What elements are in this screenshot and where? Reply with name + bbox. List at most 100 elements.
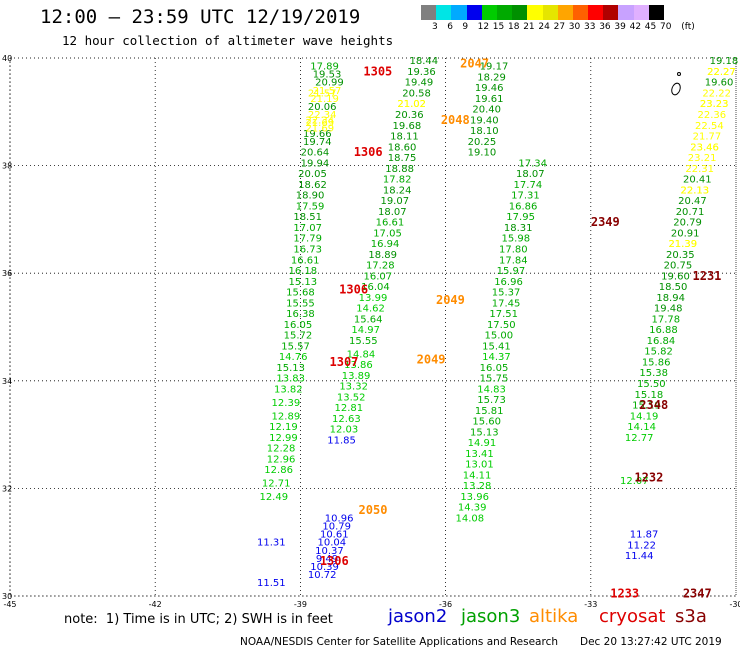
- swh-value-jason3: 19.61: [475, 94, 504, 105]
- swh-value-jason3: 23.46: [690, 142, 719, 153]
- swh-value-altika: 22.13: [681, 185, 710, 196]
- swh-value-jason3: 18.29: [477, 72, 506, 83]
- y-tick-label: 34: [2, 377, 12, 386]
- color-legend-swatch: [481, 5, 497, 20]
- swh-value-jason3: 15.73: [477, 395, 506, 406]
- swh-value-jason3: 15.57: [281, 341, 310, 352]
- x-tick-label: -42: [149, 600, 162, 609]
- x-tick-label: -45: [3, 600, 16, 609]
- swh-value-altika: 22.27: [707, 67, 736, 78]
- swh-value-jason2: 10.39: [310, 562, 339, 573]
- swh-value-jason3: 15.64: [354, 314, 383, 325]
- swh-value-jason3: 17.28: [366, 261, 395, 272]
- swh-value-jason3: 20.36: [395, 110, 424, 121]
- swh-value-jason3: 16.73: [293, 244, 322, 255]
- swh-value-jason3: 20.41: [683, 175, 712, 186]
- swh-value-jason3: 19.48: [654, 304, 683, 315]
- swh-value-altika: 22.34: [305, 115, 334, 126]
- swh-value-jason3: 17.89: [310, 62, 339, 73]
- y-tick-label: 38: [2, 162, 12, 171]
- x-tick-label: -36: [439, 600, 452, 609]
- legend-s3a: s3a: [675, 606, 707, 627]
- swh-value-altika: 21.69: [305, 123, 334, 134]
- swh-value-jason3: 12.71: [262, 479, 291, 490]
- swh-value-jason3: 15.98: [501, 234, 530, 245]
- swh-value-jason3: 15.60: [472, 417, 501, 428]
- chart-title: 12:00 – 23:59 UTC 12/19/2019: [40, 6, 361, 28]
- swh-value-jason3: 19.40: [470, 115, 499, 126]
- pass-number-label: 1231: [693, 269, 722, 283]
- swh-value-jason3: 15.68: [286, 288, 315, 299]
- swh-value-jason3: 17.59: [296, 201, 325, 212]
- swh-value-jason3: 15.00: [485, 331, 514, 342]
- swh-value-jason3: 20.91: [671, 228, 700, 239]
- swh-value-jason3: 19.60: [661, 271, 690, 282]
- swh-value-jason3: 15.86: [642, 357, 671, 368]
- swh-value-jason3: 16.94: [371, 239, 400, 250]
- swh-value-jason2: 9.49: [316, 554, 338, 565]
- swh-value-jason3: 11.85: [327, 435, 356, 446]
- swh-value-jason3: 21.19: [310, 94, 339, 105]
- swh-value-jason3: 15.75: [480, 374, 509, 385]
- color-legend-label: 36: [599, 22, 611, 32]
- color-legend-label: 21: [523, 22, 535, 32]
- swh-value-jason2: 11.87: [630, 530, 659, 541]
- swh-value-jason3: 20.25: [468, 137, 497, 148]
- swh-value-jason3: 15.82: [644, 347, 673, 358]
- pass-number-label: 1306: [354, 145, 383, 159]
- y-tick-label: 36: [2, 269, 12, 278]
- color-legend-swatch: [421, 5, 437, 20]
- swh-value-jason3: 16.61: [291, 255, 320, 266]
- swh-value-jason3: 14.08: [455, 513, 484, 524]
- swh-value-altika: 23.23: [700, 99, 729, 110]
- pass-number-label: 2047: [460, 56, 489, 70]
- swh-value-jason3: 14.39: [458, 503, 487, 514]
- swh-value-jason3: 17.50: [487, 320, 516, 331]
- swh-value-altika: 23.46: [690, 142, 719, 153]
- swh-value-jason3: 13.89: [342, 371, 371, 382]
- swh-value-jason3: 15.18: [635, 390, 664, 401]
- swh-value-jason3: 12.96: [267, 454, 296, 465]
- color-legend-swatch: [588, 5, 604, 20]
- swh-value-jason3: 12.77: [625, 433, 654, 444]
- swh-value-jason2: 11.44: [625, 551, 654, 562]
- swh-value-jason3: 19.49: [405, 78, 434, 89]
- swh-value-jason3: 13.52: [337, 392, 366, 403]
- swh-value-jason3: 19.60: [705, 78, 734, 89]
- color-legend-swatch: [436, 5, 452, 20]
- swh-value-jason3: 20.64: [301, 148, 330, 159]
- swh-value-jason3: 13.99: [359, 293, 388, 304]
- swh-value-jason3: 18.11: [390, 132, 419, 143]
- color-legend-swatch: [572, 5, 589, 20]
- swh-value-jason3: 14.84: [347, 349, 376, 360]
- grid: [9, 57, 737, 597]
- swh-value-jason3: 20.79: [673, 218, 702, 229]
- swh-value-jason2: 10.79: [322, 522, 351, 533]
- swh-value-jason3: 13.82: [274, 384, 303, 395]
- color-legend-label: 9: [462, 22, 469, 32]
- legend-altika: altika: [529, 606, 579, 627]
- swh-value-jason3: 15.50: [637, 379, 666, 390]
- color-legend-label: 3: [432, 22, 438, 32]
- swh-value-jason3: 17.80: [499, 244, 528, 255]
- x-tick-label: -33: [584, 600, 597, 609]
- axis-ticks: -45 -42 -39 -36 -33 -30 30 32 34 36 38 40: [2, 54, 740, 609]
- swh-value-jason3: 18.62: [298, 180, 327, 191]
- y-tick-label: 30: [2, 592, 12, 601]
- swh-value-jason3: 18.10: [470, 126, 499, 137]
- color-legend-labels: 3 6 9 12 15 18 21 24 27 30 33 36 39 42 45 70 (ft): [421, 22, 740, 34]
- swh-value-jason3: 18.31: [504, 223, 533, 234]
- swh-value-jason3: 21.57: [313, 86, 342, 97]
- swh-value-jason3: 12.39: [272, 398, 301, 409]
- swh-value-jason3: 15.38: [639, 368, 668, 379]
- swh-value-jason3: 20.71: [676, 207, 705, 218]
- swh-value-jason3: 20.06: [308, 102, 337, 113]
- color-legend-bar: [421, 5, 664, 20]
- swh-value-jason3: 20.99: [315, 78, 344, 89]
- color-legend-label: 18: [508, 22, 520, 32]
- swh-value-jason3: 12.28: [267, 444, 296, 455]
- swh-value-jason3: 14.14: [627, 422, 656, 433]
- swh-value-jason3: 20.05: [298, 169, 327, 180]
- color-legend-label: 27: [553, 22, 566, 32]
- swh-value-jason2: 10.61: [320, 530, 349, 541]
